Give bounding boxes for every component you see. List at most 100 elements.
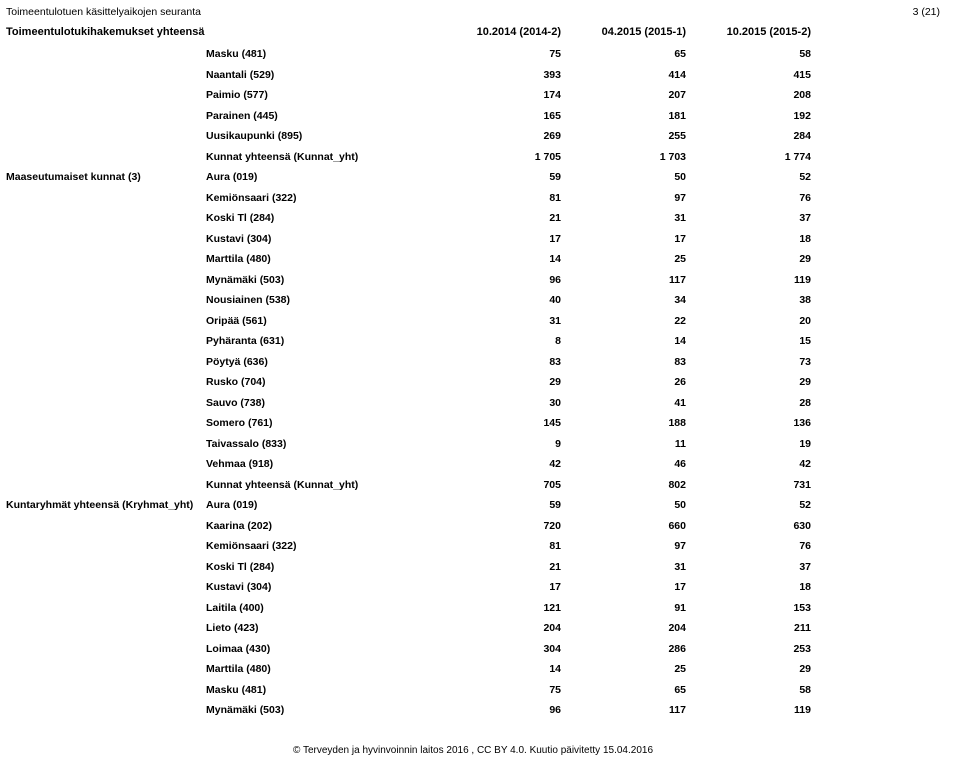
area-label: Rusko (704) [206,377,436,388]
value-col-3: 136 [686,418,811,429]
value-col-3: 52 [686,500,811,511]
table-row: Somero (761)145188136 [6,413,940,434]
value-col-1: 304 [436,644,561,655]
footer-text: © Terveyden ja hyvinvoinnin laitos 2016 … [6,745,940,756]
value-col-1: 21 [436,562,561,573]
col-header-2: 04.2015 (2015-1) [561,26,686,38]
value-col-2: 414 [561,70,686,81]
value-col-1: 165 [436,111,561,122]
topbar: Toimeentulotuen käsittelyaikojen seurant… [6,6,940,18]
table-row: Mynämäki (503)96117119 [6,270,940,291]
table-row: Kaarina (202)720660630 [6,516,940,537]
value-col-1: 204 [436,623,561,634]
value-col-3: 18 [686,234,811,245]
value-col-3: 58 [686,49,811,60]
area-label: Marttila (480) [206,664,436,675]
table-row: Kunnat yhteensä (Kunnat_yht)1 7051 7031 … [6,147,940,168]
table-row: Vehmaa (918)424642 [6,454,940,475]
value-col-1: 9 [436,439,561,450]
value-col-3: 415 [686,70,811,81]
table-row: Pöytyä (636)838373 [6,352,940,373]
value-col-2: 65 [561,49,686,60]
area-label: Sauvo (738) [206,398,436,409]
value-col-3: 153 [686,603,811,614]
value-col-1: 269 [436,131,561,142]
value-col-2: 97 [561,541,686,552]
table-row: Kemiönsaari (322)819776 [6,188,940,209]
value-col-2: 25 [561,254,686,265]
value-col-1: 42 [436,459,561,470]
area-label: Koski Tl (284) [206,562,436,573]
table-row: Kemiönsaari (322)819776 [6,536,940,557]
table-row: Pyhäranta (631)81415 [6,331,940,352]
area-label: Mynämäki (503) [206,275,436,286]
value-col-3: 208 [686,90,811,101]
value-col-1: 121 [436,603,561,614]
value-col-3: 37 [686,562,811,573]
table-title: Toimeentulotukihakemukset yhteensä [6,26,436,38]
value-col-2: 26 [561,377,686,388]
table-row: Mynämäki (503)96117119 [6,700,940,721]
value-col-2: 34 [561,295,686,306]
page: Toimeentulotuen käsittelyaikojen seurant… [0,0,960,766]
area-label: Aura (019) [206,500,436,511]
table-row: Masku (481)756558 [6,44,940,65]
value-col-2: 17 [561,582,686,593]
value-col-1: 81 [436,193,561,204]
value-col-1: 14 [436,664,561,675]
area-label: Somero (761) [206,418,436,429]
table-row: Marttila (480)142529 [6,659,940,680]
area-label: Kunnat yhteensä (Kunnat_yht) [206,152,436,163]
value-col-2: 91 [561,603,686,614]
value-col-3: 253 [686,644,811,655]
value-col-3: 29 [686,664,811,675]
area-label: Masku (481) [206,685,436,696]
value-col-3: 29 [686,254,811,265]
value-col-3: 19 [686,439,811,450]
value-col-2: 50 [561,500,686,511]
value-col-2: 204 [561,623,686,634]
value-col-2: 1 703 [561,152,686,163]
value-col-1: 31 [436,316,561,327]
group-label: Maaseutumaiset kunnat (3) [6,172,206,183]
table-row: Paimio (577)174207208 [6,85,940,106]
value-col-1: 96 [436,275,561,286]
value-col-1: 75 [436,685,561,696]
area-label: Kustavi (304) [206,234,436,245]
area-label: Kemiönsaari (322) [206,193,436,204]
table-row: Oripää (561)312220 [6,311,940,332]
value-col-3: 1 774 [686,152,811,163]
area-label: Masku (481) [206,49,436,60]
value-col-2: 188 [561,418,686,429]
area-label: Kaarina (202) [206,521,436,532]
table-row: Koski Tl (284)213137 [6,208,940,229]
value-col-1: 59 [436,500,561,511]
value-col-1: 14 [436,254,561,265]
col-header-3: 10.2015 (2015-2) [686,26,811,38]
value-col-2: 286 [561,644,686,655]
value-col-2: 181 [561,111,686,122]
value-col-1: 83 [436,357,561,368]
value-col-2: 802 [561,480,686,491]
table-row: Kunnat yhteensä (Kunnat_yht)705802731 [6,475,940,496]
value-col-1: 145 [436,418,561,429]
table-row: Kuntaryhmät yhteensä (Kryhmat_yht)Aura (… [6,495,940,516]
table-row: Kustavi (304)171718 [6,229,940,250]
value-col-1: 720 [436,521,561,532]
table-row: Sauvo (738)304128 [6,393,940,414]
area-label: Vehmaa (918) [206,459,436,470]
col-header-1: 10.2014 (2014-2) [436,26,561,38]
value-col-3: 76 [686,193,811,204]
area-label: Uusikaupunki (895) [206,131,436,142]
value-col-1: 705 [436,480,561,491]
table-row: Maaseutumaiset kunnat (3)Aura (019)59505… [6,167,940,188]
table-row: Laitila (400)12191153 [6,598,940,619]
area-label: Paimio (577) [206,90,436,101]
area-label: Lieto (423) [206,623,436,634]
value-col-3: 29 [686,377,811,388]
value-col-2: 25 [561,664,686,675]
value-col-2: 31 [561,562,686,573]
value-col-3: 192 [686,111,811,122]
value-col-2: 31 [561,213,686,224]
table-row: Kustavi (304)171718 [6,577,940,598]
